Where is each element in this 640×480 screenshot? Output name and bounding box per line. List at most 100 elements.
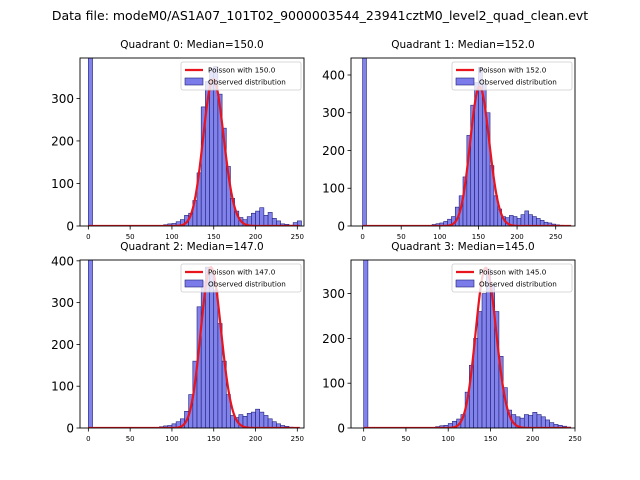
poisson-curve bbox=[88, 266, 300, 428]
x-tick-label: 150 bbox=[207, 233, 220, 241]
y-tick-label: 100 bbox=[51, 177, 74, 191]
histogram-bar bbox=[267, 418, 273, 428]
x-tick-label: 50 bbox=[397, 233, 406, 241]
x-tick-label: 150 bbox=[484, 435, 497, 443]
x-tick-label: 250 bbox=[568, 435, 581, 443]
histogram-bar bbox=[209, 273, 215, 428]
histogram-bar bbox=[485, 268, 491, 428]
histogram-bar bbox=[297, 220, 302, 226]
histogram-bar bbox=[362, 58, 367, 226]
y-tick-label: 100 bbox=[322, 182, 345, 196]
legend-poisson-label: Poisson with 145.0 bbox=[479, 268, 547, 277]
x-tick-label: 50 bbox=[401, 435, 410, 443]
legend-poisson-label: Poisson with 150.0 bbox=[208, 66, 276, 75]
histogram-bar bbox=[255, 210, 261, 226]
y-tick-label: 300 bbox=[322, 287, 345, 301]
histogram-bar bbox=[209, 68, 215, 226]
x-tick-label: 150 bbox=[472, 233, 485, 241]
histogram-bar bbox=[524, 210, 529, 226]
x-tick-label: 250 bbox=[291, 233, 304, 241]
panel-title: Quadrant 1: Median=152.0 bbox=[391, 39, 534, 51]
histogram-bar bbox=[481, 293, 487, 428]
figure-title: Data file: modeM0/AS1A07_101T02_90000035… bbox=[52, 8, 588, 23]
histogram-bar bbox=[88, 58, 93, 226]
x-tick-label: 200 bbox=[526, 435, 539, 443]
y-tick-label: 100 bbox=[51, 380, 74, 394]
histogram-bar bbox=[532, 216, 537, 226]
legend-poisson-label: Poisson with 147.0 bbox=[208, 268, 276, 277]
histogram-bar bbox=[363, 260, 369, 428]
histogram-bar bbox=[246, 413, 252, 428]
quadrant-panel: Quadrant 3: Median=145.0 0 50 100 150 200 250 0… bbox=[322, 241, 582, 443]
histogram-bar bbox=[251, 212, 256, 226]
legend: Poisson with 150.0 Observed distribution bbox=[180, 61, 302, 91]
histogram-bar bbox=[263, 415, 269, 428]
x-tick-label: 250 bbox=[291, 435, 304, 443]
axes-frame bbox=[350, 259, 576, 429]
x-tick-label: 0 bbox=[361, 435, 365, 443]
x-tick-label: 50 bbox=[126, 435, 135, 443]
x-tick-label: 100 bbox=[165, 233, 178, 241]
legend-bar-swatch bbox=[455, 77, 475, 86]
x-tick-label: 0 bbox=[86, 435, 90, 443]
histogram-bar bbox=[532, 412, 538, 428]
x-tick-label: 200 bbox=[510, 233, 523, 241]
x-tick-label: 150 bbox=[207, 435, 220, 443]
histogram-bar bbox=[536, 414, 542, 428]
legend-bar-swatch bbox=[184, 77, 204, 86]
x-tick-label: 100 bbox=[442, 435, 455, 443]
legend-box bbox=[451, 61, 573, 91]
panel-title: Quadrant 2: Median=147.0 bbox=[120, 241, 263, 253]
x-tick-label: 0 bbox=[86, 233, 90, 241]
x-tick-label: 200 bbox=[249, 435, 262, 443]
legend: Poisson with 152.0 Observed distribution bbox=[451, 61, 573, 91]
histogram-bar bbox=[259, 411, 265, 428]
histogram-bars bbox=[88, 58, 302, 226]
quadrant-panel: Quadrant 0: Median=150.0 0 50 100 150 200 250 0… bbox=[51, 39, 305, 241]
histogram-bar bbox=[520, 214, 526, 226]
histogram-bar bbox=[528, 415, 534, 428]
histogram-bar bbox=[267, 212, 273, 226]
legend-observed-label: Observed distribution bbox=[479, 78, 557, 87]
axes-frame bbox=[350, 57, 576, 227]
y-tick-label: 400 bbox=[51, 254, 74, 268]
legend-observed-label: Observed distribution bbox=[479, 280, 557, 289]
histogram-bar bbox=[271, 218, 277, 226]
x-tick-label: 200 bbox=[249, 233, 262, 241]
histogram-bar bbox=[536, 218, 541, 226]
y-tick-label: 0 bbox=[66, 422, 74, 436]
histogram-bar bbox=[251, 411, 256, 428]
x-tick-label: 100 bbox=[433, 233, 446, 241]
histogram-bar bbox=[540, 416, 546, 428]
histogram-bar bbox=[255, 408, 261, 428]
histogram-bar bbox=[263, 215, 269, 226]
y-tick-label: 0 bbox=[337, 220, 345, 234]
legend-bar-swatch bbox=[455, 279, 475, 288]
poisson-curve bbox=[88, 78, 300, 226]
legend-box bbox=[451, 263, 573, 293]
y-tick-label: 0 bbox=[66, 220, 74, 234]
histogram-bar bbox=[545, 419, 550, 428]
axes-frame bbox=[79, 259, 305, 429]
legend: Poisson with 147.0 Observed distribution bbox=[180, 263, 302, 293]
y-tick-label: 300 bbox=[51, 296, 74, 310]
legend-observed-label: Observed distribution bbox=[208, 280, 286, 289]
histogram-bar bbox=[259, 207, 265, 226]
y-tick-label: 200 bbox=[322, 332, 345, 346]
y-tick-label: 400 bbox=[322, 68, 345, 82]
histogram-bar bbox=[88, 260, 93, 428]
histogram-bar bbox=[213, 289, 219, 428]
legend-box bbox=[180, 263, 302, 293]
legend-bar-swatch bbox=[184, 279, 204, 288]
panel-title: Quadrant 3: Median=145.0 bbox=[391, 241, 534, 253]
quadrant-panel: Quadrant 1: Median=152.0 0 50 100 150 200 250 0… bbox=[322, 39, 576, 241]
y-tick-label: 200 bbox=[51, 338, 74, 352]
y-tick-label: 300 bbox=[322, 106, 345, 120]
y-tick-label: 300 bbox=[51, 92, 74, 106]
histogram-bar bbox=[523, 414, 529, 428]
poisson-curve bbox=[362, 85, 572, 226]
panel-title: Quadrant 0: Median=150.0 bbox=[120, 39, 263, 51]
y-tick-label: 0 bbox=[337, 422, 345, 436]
histogram-bar bbox=[276, 220, 281, 226]
